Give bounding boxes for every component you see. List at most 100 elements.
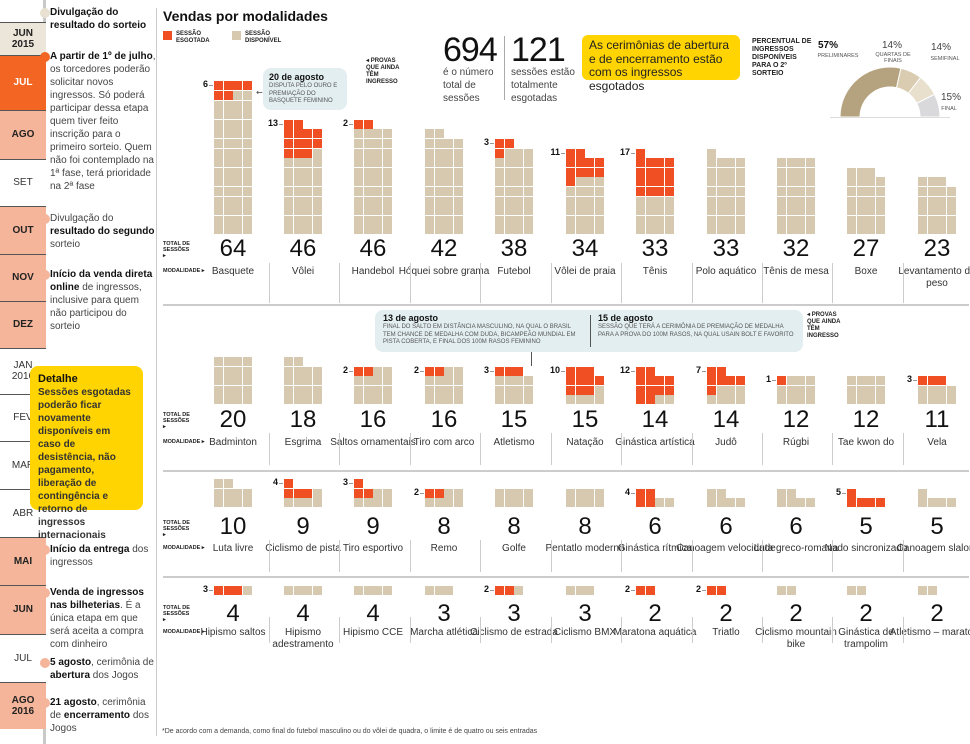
available-block bbox=[566, 196, 575, 206]
sold-count-label: 2 bbox=[342, 364, 348, 375]
available-block bbox=[223, 206, 233, 216]
legend-sold-swatch bbox=[163, 31, 172, 40]
available-block bbox=[805, 376, 815, 386]
legend-available-label: SESSÃO DISPONÍVEL bbox=[245, 31, 282, 44]
available-block bbox=[223, 139, 233, 148]
sold-block bbox=[303, 148, 313, 158]
sold-block bbox=[594, 376, 604, 386]
available-block bbox=[875, 385, 885, 395]
sold-block bbox=[284, 129, 293, 139]
sold-block bbox=[293, 119, 303, 129]
available-block bbox=[312, 215, 322, 225]
available-block bbox=[382, 225, 392, 235]
modality-name: Natação bbox=[566, 437, 604, 448]
available-block bbox=[495, 498, 504, 508]
available-block bbox=[495, 187, 504, 196]
available-block bbox=[495, 395, 504, 405]
available-block bbox=[707, 187, 716, 196]
available-block bbox=[293, 177, 303, 187]
total-sessions-text: é o número total de sessões bbox=[443, 67, 494, 104]
available-block bbox=[777, 498, 786, 508]
timeline-month-label: MAI bbox=[13, 555, 33, 567]
sold-count-tick bbox=[209, 85, 213, 87]
available-block bbox=[495, 225, 504, 235]
available-block bbox=[495, 196, 504, 206]
sold-block bbox=[636, 385, 645, 395]
available-block bbox=[284, 498, 293, 508]
available-block bbox=[786, 498, 796, 508]
available-block bbox=[566, 187, 575, 196]
available-block bbox=[233, 177, 243, 187]
available-block bbox=[594, 206, 604, 216]
available-block bbox=[918, 215, 927, 225]
provas-marker-2: ◂ PROVAS QUE AINDA TÊM INGRESSO bbox=[807, 312, 847, 340]
sold-block bbox=[293, 129, 303, 139]
timeline-event-marker bbox=[40, 214, 50, 224]
modality-name: Basquete bbox=[211, 266, 255, 277]
available-block bbox=[847, 376, 856, 386]
available-block bbox=[242, 225, 252, 235]
timeline-event: Início da venda direta online de ingress… bbox=[50, 269, 153, 332]
available-block bbox=[425, 158, 434, 168]
available-block bbox=[382, 206, 392, 216]
available-block bbox=[566, 215, 575, 225]
available-block bbox=[425, 148, 434, 158]
timeline-month-label: JAN 2016 bbox=[11, 360, 35, 382]
chart-title: Vendas por modalidades bbox=[163, 8, 328, 24]
available-block bbox=[373, 129, 383, 139]
modality-name: Triatlo bbox=[712, 627, 740, 638]
available-block bbox=[453, 366, 463, 376]
available-block bbox=[223, 119, 233, 129]
available-block bbox=[233, 196, 243, 206]
available-block bbox=[444, 177, 454, 187]
sold-block bbox=[726, 376, 736, 386]
sold-block bbox=[223, 586, 233, 596]
available-block bbox=[927, 196, 937, 206]
modality-name: Boxe bbox=[854, 266, 878, 277]
modality-name: Levantamento de peso bbox=[898, 266, 970, 289]
available-block bbox=[354, 158, 363, 168]
available-block bbox=[927, 187, 937, 196]
available-block bbox=[303, 498, 313, 508]
available-block bbox=[856, 215, 866, 225]
available-block bbox=[444, 395, 454, 405]
available-block bbox=[716, 215, 726, 225]
available-block bbox=[735, 225, 745, 235]
available-block bbox=[735, 177, 745, 187]
available-block bbox=[425, 167, 434, 177]
modality-name: Ginástica artística bbox=[615, 437, 695, 448]
available-block bbox=[453, 215, 463, 225]
available-block bbox=[514, 376, 524, 386]
detail-title: Detalhe bbox=[38, 373, 78, 385]
available-block bbox=[946, 187, 956, 196]
available-block bbox=[434, 225, 444, 235]
sold-block bbox=[284, 479, 293, 489]
available-block bbox=[303, 215, 313, 225]
total-sessions-value: 12 bbox=[852, 406, 880, 433]
modality-name: Vela bbox=[927, 437, 947, 448]
available-block bbox=[594, 215, 604, 225]
available-block bbox=[927, 225, 937, 235]
modality-name: Vôlei bbox=[291, 266, 315, 277]
timeline-month-label: NOV bbox=[12, 272, 34, 283]
sold-block bbox=[777, 376, 786, 386]
available-block bbox=[495, 215, 504, 225]
modality-name: Esgrima bbox=[284, 437, 322, 448]
available-block bbox=[363, 395, 373, 405]
total-sessions-value: 4 bbox=[366, 600, 380, 627]
available-block bbox=[312, 225, 322, 235]
available-block bbox=[233, 91, 243, 100]
available-block bbox=[453, 139, 463, 148]
sold-block bbox=[655, 187, 665, 196]
column-divider bbox=[832, 433, 833, 465]
available-block bbox=[363, 586, 373, 596]
available-block bbox=[664, 206, 674, 216]
modality-name: Canoagem velocidade bbox=[676, 543, 776, 554]
available-block bbox=[453, 225, 463, 235]
available-block bbox=[796, 177, 806, 187]
available-block bbox=[312, 488, 322, 498]
available-block bbox=[223, 479, 233, 489]
available-block bbox=[777, 385, 786, 395]
available-block bbox=[382, 148, 392, 158]
available-block bbox=[927, 586, 937, 596]
